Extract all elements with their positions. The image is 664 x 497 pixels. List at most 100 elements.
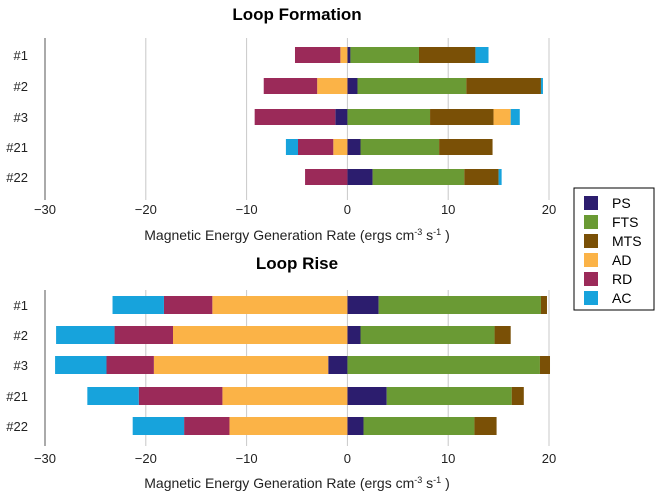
loop-formation-tick-labels: −30 −20 −10 0 10 20: [34, 202, 556, 217]
loop-rise-x-axis-label: Magnetic Energy Generation Rate (ergs cm…: [144, 475, 450, 491]
legend-label-mts: MTS: [612, 233, 642, 249]
loop-rise-tick-labels: −30 −20 −10 0 10 20: [34, 451, 556, 466]
bar-ac: [87, 387, 139, 405]
bar-ac: [56, 326, 115, 344]
bar-ac: [540, 78, 543, 94]
bar-ad: [173, 326, 348, 344]
bar-ps: [347, 417, 364, 435]
loop-formation-title: Loop Formation: [232, 5, 361, 24]
x-tick-label: −30: [34, 202, 56, 217]
bar-fts: [378, 296, 541, 314]
bar-fts: [357, 78, 467, 94]
legend-label-ad: AD: [612, 252, 631, 268]
bar-mts: [540, 296, 547, 314]
bar-rd: [163, 296, 213, 314]
loop-rise-panel: Loop Rise #1 #2 #3 #21 #22 −30 −20 −10 0 10 20 Ma…: [6, 254, 556, 491]
loop-formation-category-labels: #1 #2 #3 #21 #22: [6, 48, 28, 185]
bar-mts: [539, 356, 551, 374]
bar-ad: [333, 139, 348, 155]
category-label: #3: [14, 358, 28, 373]
category-label: #22: [6, 419, 28, 434]
bar-ad: [222, 387, 348, 405]
x-axis-label-end: ): [441, 227, 450, 243]
bar-mts: [466, 78, 541, 94]
bar-rd: [184, 417, 230, 435]
bar-fts: [360, 326, 495, 344]
bar-mts: [439, 139, 493, 155]
bar-ps: [347, 139, 361, 155]
x-axis-label-sup2: -1: [433, 227, 441, 237]
bar-mts: [418, 47, 476, 63]
bar-ps: [347, 296, 379, 314]
bar-rd: [263, 78, 318, 94]
category-label: #21: [6, 389, 28, 404]
bar-ps: [347, 326, 361, 344]
x-tick-label: 10: [441, 451, 455, 466]
legend-label-ps: PS: [612, 195, 631, 211]
x-axis-label-mid: s: [422, 475, 433, 491]
bar-ac: [112, 296, 164, 314]
bar-rd: [106, 356, 154, 374]
category-label: #22: [6, 170, 28, 185]
bar-fts: [360, 139, 440, 155]
x-tick-label: 0: [344, 451, 351, 466]
legend-swatch-ad: [584, 253, 598, 267]
bar-ad: [153, 356, 329, 374]
bar-mts: [474, 417, 497, 435]
bar-ac: [55, 356, 107, 374]
x-tick-label: −20: [135, 202, 157, 217]
bar-ac: [132, 417, 185, 435]
x-axis-label-sup1: -3: [414, 475, 422, 485]
bar-rd: [305, 169, 348, 185]
legend-items: PS FTS MTS AD RD AC: [584, 195, 642, 306]
bar-ps: [328, 356, 348, 374]
loop-formation-x-axis-label: Magnetic Energy Generation Rate (ergs cm…: [144, 227, 450, 243]
x-axis-label-sup1: -3: [414, 227, 422, 237]
x-tick-label: −10: [236, 451, 258, 466]
bar-ad: [317, 78, 348, 94]
x-tick-label: 20: [542, 451, 556, 466]
category-label: #1: [14, 48, 28, 63]
x-tick-label: 20: [542, 202, 556, 217]
category-label: #21: [6, 140, 28, 155]
bar-rd: [114, 326, 174, 344]
legend: PS FTS MTS AD RD AC: [573, 187, 655, 311]
category-label: #3: [14, 110, 28, 125]
bar-mts: [511, 387, 524, 405]
legend-swatch-ps: [584, 196, 598, 210]
bar-rd: [294, 47, 341, 63]
bar-ps: [347, 78, 358, 94]
bar-ps: [347, 169, 373, 185]
x-axis-label-main: Magnetic Energy Generation Rate (ergs cm: [144, 475, 414, 491]
category-label: #1: [14, 298, 28, 313]
category-label: #2: [14, 328, 28, 343]
category-label: #2: [14, 79, 28, 94]
bar-ac: [498, 169, 502, 185]
x-axis-label-mid: s: [422, 227, 433, 243]
legend-swatch-ac: [584, 291, 598, 305]
bar-ac: [510, 109, 520, 125]
legend-label-rd: RD: [612, 271, 632, 287]
bar-ps: [347, 47, 351, 63]
bar-ad: [493, 109, 511, 125]
bar-ad: [212, 296, 348, 314]
legend-label-ac: AC: [612, 290, 631, 306]
loop-formation-bars: [254, 47, 543, 185]
loop-rise-category-labels: #1 #2 #3 #21 #22: [6, 298, 28, 434]
x-axis-label-end: ): [441, 475, 450, 491]
legend-swatch-mts: [584, 234, 598, 248]
bar-fts: [350, 47, 419, 63]
bar-ps: [335, 109, 348, 125]
bar-mts: [430, 109, 494, 125]
bar-fts: [347, 356, 540, 374]
x-tick-label: −30: [34, 451, 56, 466]
loop-rise-title: Loop Rise: [256, 254, 338, 273]
bar-fts: [363, 417, 475, 435]
x-tick-label: −20: [135, 451, 157, 466]
x-axis-label-main: Magnetic Energy Generation Rate (ergs cm: [144, 227, 414, 243]
bar-ac: [475, 47, 489, 63]
bar-ad: [229, 417, 348, 435]
bar-ac: [285, 139, 299, 155]
bar-mts: [494, 326, 511, 344]
